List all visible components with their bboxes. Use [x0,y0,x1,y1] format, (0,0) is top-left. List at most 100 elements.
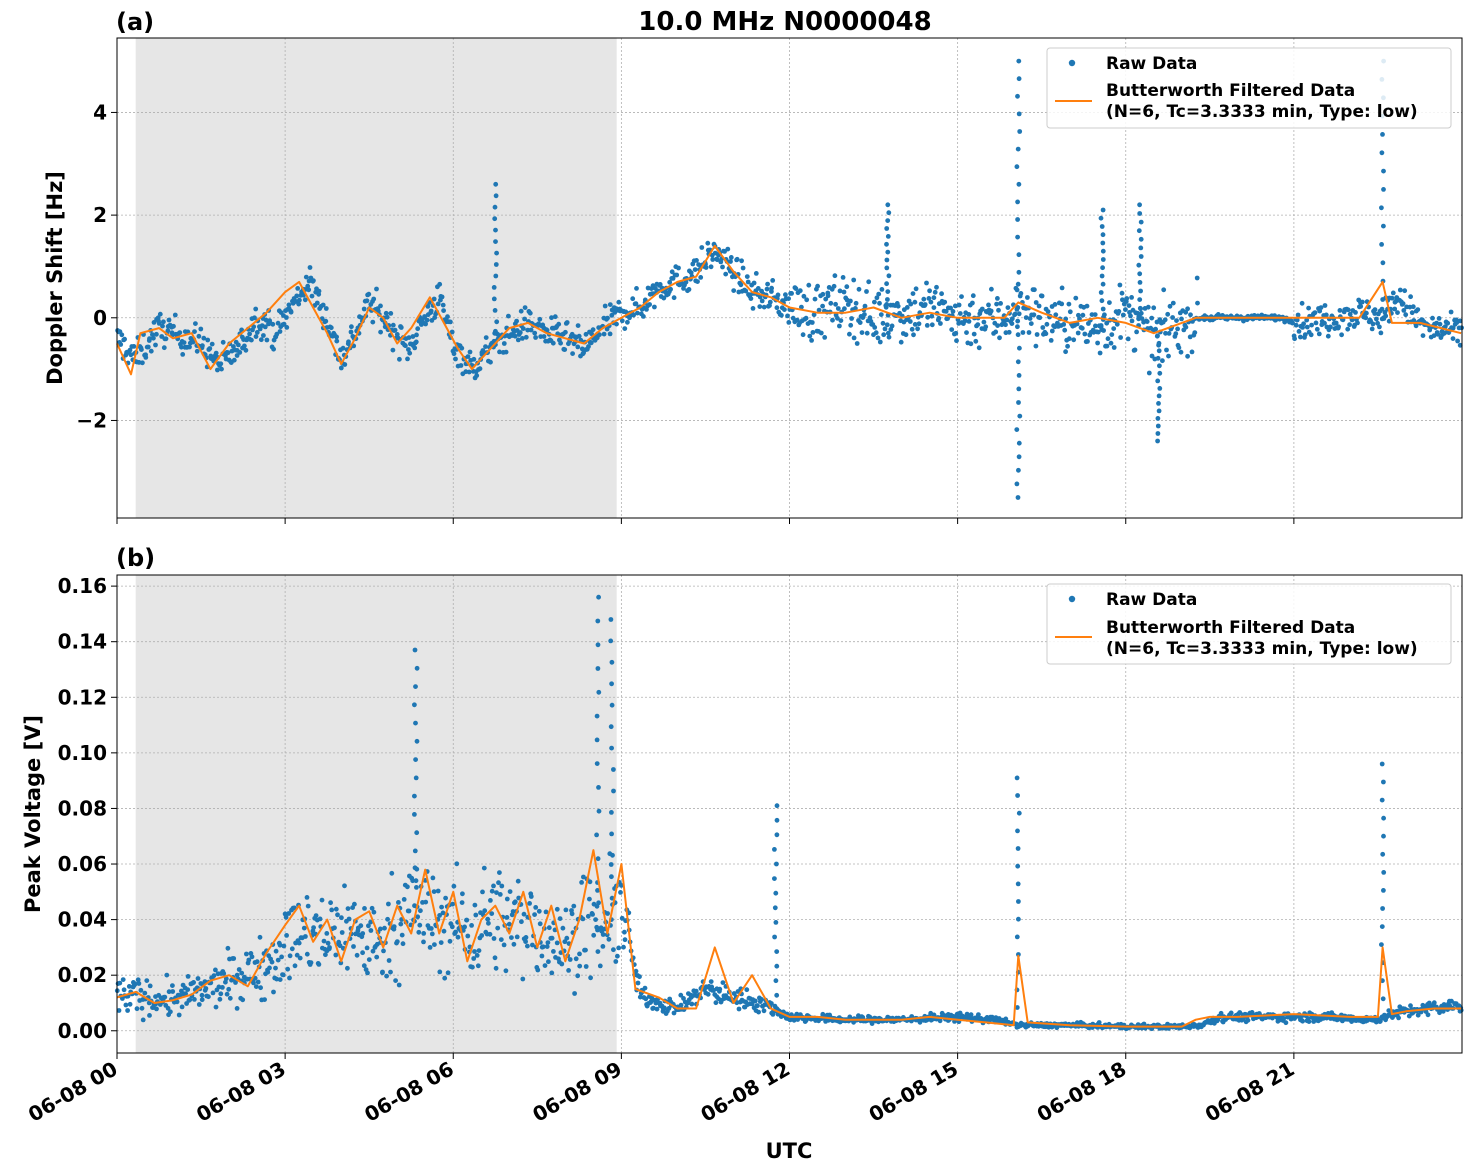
raw-point [497,870,502,875]
raw-point [334,334,339,340]
y-tick-label: 0.02 [58,963,107,987]
raw-point [449,924,455,930]
raw-point [879,287,885,292]
raw-point [252,315,257,321]
raw-point [1195,300,1200,306]
raw-point [809,320,815,325]
raw-point [269,959,275,965]
raw-point [294,293,300,299]
raw-point [515,878,521,884]
raw-point [1111,326,1117,331]
raw-spike-point [414,885,419,890]
raw-spike-point [1137,211,1143,216]
raw-point [1283,1020,1289,1026]
x-tick-label: 06-08 06 [360,1057,458,1127]
raw-point [854,341,860,346]
raw-point [205,337,211,343]
raw-point [117,980,123,986]
raw-point [1146,370,1152,376]
legend-box [1046,583,1452,665]
raw-spike-point [493,273,499,279]
raw-point [1323,312,1329,318]
raw-point [450,901,456,907]
raw-point [527,310,533,316]
raw-point [399,932,405,938]
raw-point [131,344,137,349]
raw-point [717,986,723,992]
raw-point [428,308,434,314]
raw-point [482,908,488,914]
raw-point [447,938,453,944]
raw-point [517,330,523,335]
raw-spike-point [596,689,602,695]
legend-raw-label: Raw Data [1106,590,1197,610]
raw-point [423,899,429,905]
raw-spike-point [1137,297,1143,302]
raw-point [1119,290,1125,296]
raw-spike-point [1016,111,1022,117]
raw-point [520,976,526,982]
raw-point [1166,353,1171,359]
raw-point [474,373,480,378]
raw-point [790,315,796,321]
raw-point [654,1006,660,1012]
raw-point [1093,323,1098,329]
raw-point [601,331,607,337]
raw-point [339,915,344,921]
raw-point [845,302,851,307]
raw-point [544,327,550,333]
raw-point [708,979,714,984]
raw-point [587,879,593,885]
raw-point [309,293,315,299]
raw-point [838,318,844,323]
raw-point [332,925,337,931]
raw-point [559,961,565,967]
raw-point [236,342,241,348]
raw-point [289,946,295,952]
raw-point [311,278,316,283]
raw-point [234,1006,240,1011]
raw-point [973,338,979,344]
raw-point [799,304,804,310]
raw-point [286,911,292,916]
raw-point [510,909,516,914]
raw-point [634,286,639,291]
raw-point [618,890,623,895]
raw-point [616,299,622,305]
legend-raw-marker [1068,595,1076,603]
legend-filtered-params: (N=6, Tc=3.3333 min, Type: low) [1106,639,1418,659]
raw-point [410,878,416,884]
raw-point [257,934,263,940]
raw-point [368,928,374,933]
raw-point [528,327,534,333]
raw-spike-point [883,304,889,310]
raw-point [1313,320,1319,326]
raw-point [957,311,963,316]
raw-point [116,1008,122,1013]
x-tick-label: 06-08 18 [1033,1057,1131,1127]
raw-point [848,322,854,328]
raw-point [811,312,817,318]
raw-point [864,289,869,294]
raw-point [1033,300,1039,305]
raw-point [1045,309,1051,314]
raw-point [198,326,204,332]
raw-point [288,309,294,315]
raw-point [382,925,387,931]
raw-point [820,291,826,297]
raw-point [1161,287,1167,293]
raw-point [739,258,744,264]
raw-spike-point [774,963,780,969]
raw-point [970,300,975,306]
raw-point [481,865,487,871]
raw-point [165,328,171,334]
raw-point [1379,306,1385,312]
raw-point [752,998,758,1004]
raw-spike-point [1099,298,1105,304]
raw-point [388,311,394,316]
raw-point [749,1001,755,1007]
raw-point [287,953,293,959]
raw-spike-point [1379,924,1385,929]
raw-point [558,340,563,346]
raw-point [496,880,501,886]
